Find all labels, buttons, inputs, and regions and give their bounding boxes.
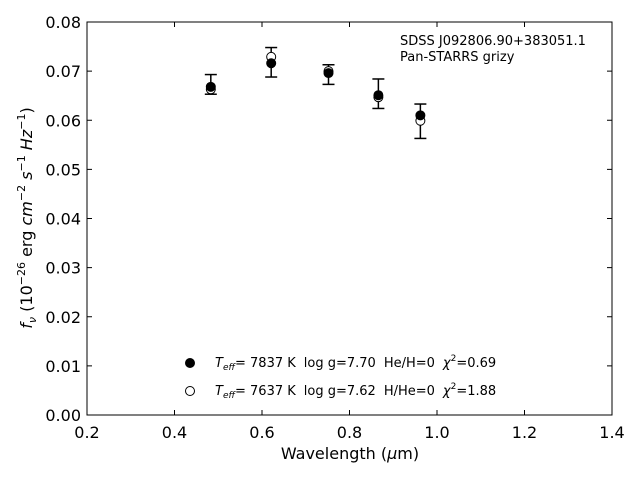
x-tick-label: 0.6 — [249, 423, 274, 442]
data-markers — [205, 51, 426, 126]
marker-filled-point — [415, 110, 426, 121]
x-tick-label: 0.2 — [74, 423, 99, 442]
y-tick-label: 0.07 — [45, 62, 81, 81]
y-tick-label: 0.08 — [45, 13, 81, 32]
y-tick-label: 0.04 — [45, 210, 81, 229]
x-tick-label: 0.4 — [162, 423, 187, 442]
legend-marker-open — [185, 386, 195, 396]
axis-ticks: 0.2 0.4 0.6 0.8 1.0 1.2 1.4 0.00 0.01 0.02 0.03 0.0… — [45, 13, 624, 442]
y-tick-label: 0.03 — [45, 259, 81, 278]
x-axis-label: Wavelength (μm) — [281, 444, 419, 463]
annotation-object-name: SDSS J092806.90+383051.1 — [400, 34, 586, 49]
y-axis-label: fν (10−26 erg cm−2 s−1 Hz−1) — [15, 107, 39, 328]
legend-marker-filled — [185, 358, 195, 368]
x-tick-label: 0.8 — [337, 423, 362, 442]
annotation-survey-name: Pan-STARRS grizy — [400, 50, 515, 65]
marker-filled-point — [205, 81, 216, 92]
marker-filled-point — [323, 68, 334, 79]
y-tick-label: 0.06 — [45, 111, 81, 130]
x-tick-label: 1.4 — [599, 423, 624, 442]
y-tick-label: 0.00 — [45, 406, 81, 425]
marker-filled-point — [373, 90, 384, 101]
y-tick-label: 0.05 — [45, 160, 81, 179]
marker-filled-point — [266, 58, 277, 69]
x-tick-label: 1.0 — [424, 423, 449, 442]
y-tick-label: 0.01 — [45, 357, 81, 376]
y-tick-label: 0.02 — [45, 308, 81, 327]
error-bars — [204, 46, 427, 140]
x-tick-label: 1.2 — [512, 423, 537, 442]
